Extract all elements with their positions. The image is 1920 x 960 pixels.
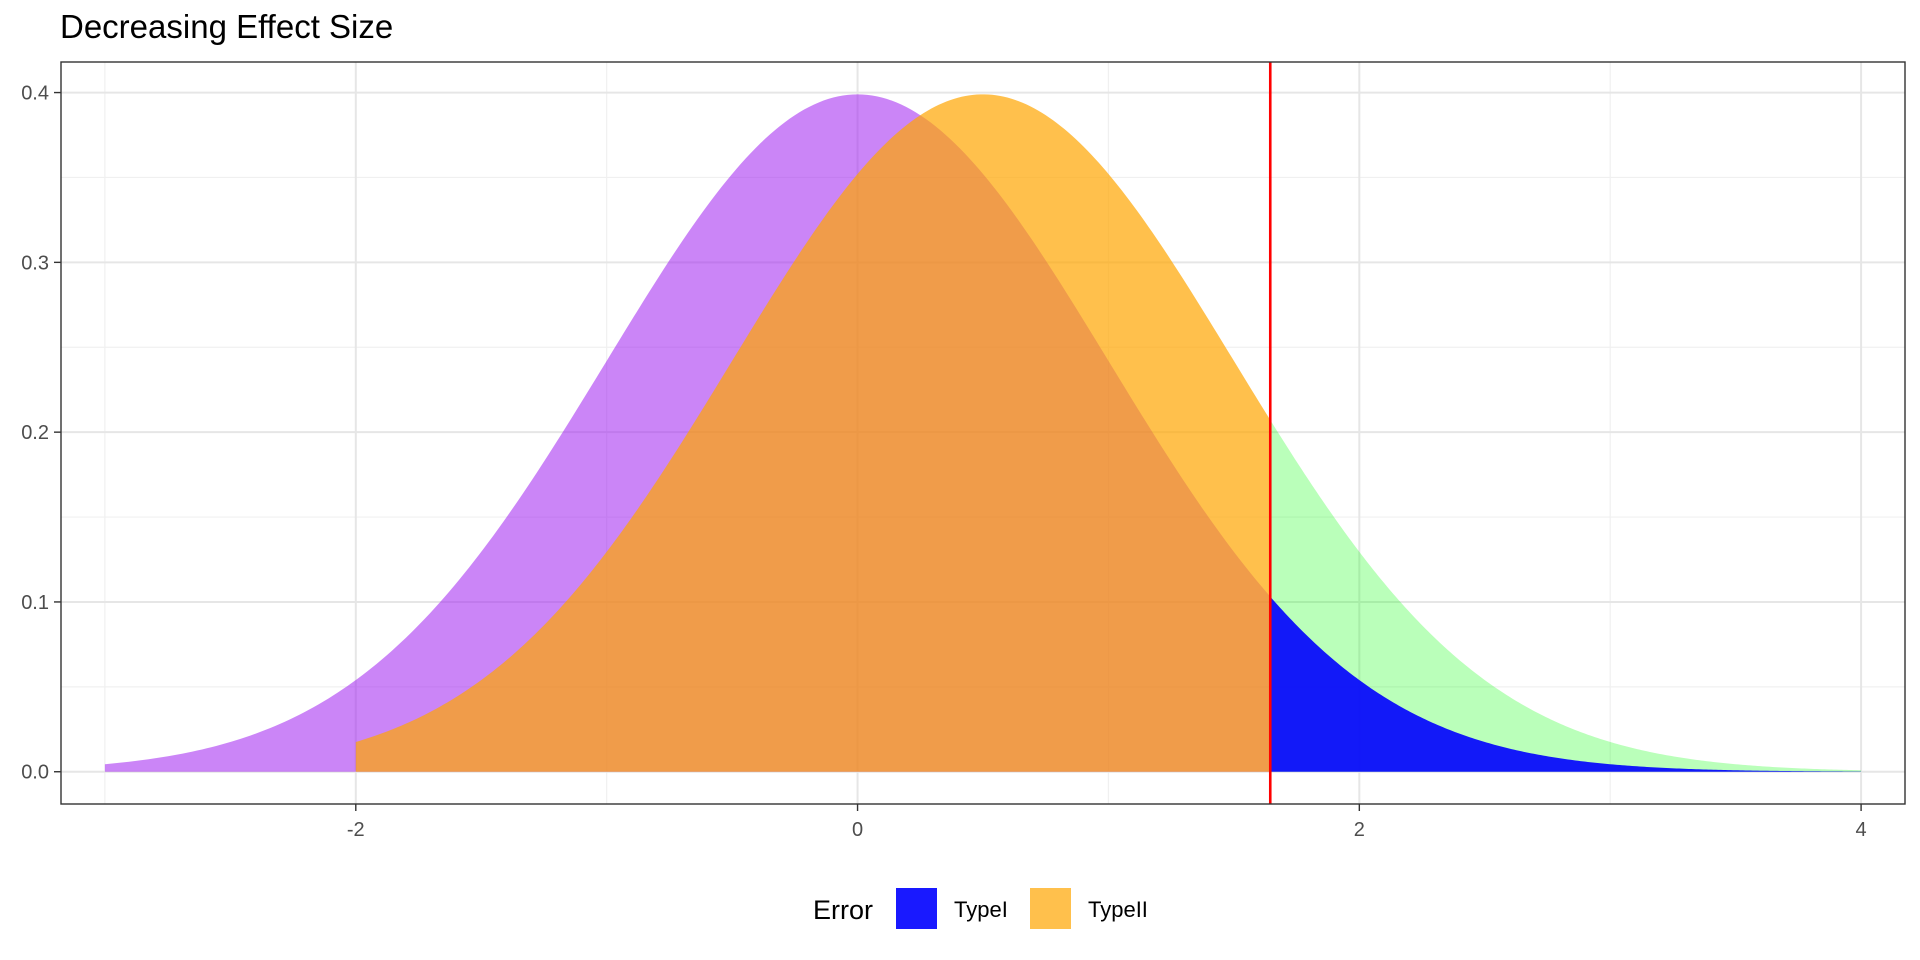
legend-title: Error [813,895,873,925]
alternative-distribution-area [355,94,1271,772]
x-tick-label: 0 [852,819,863,841]
distribution-areas [104,94,1862,772]
legend-key-typeii [1030,888,1071,929]
x-tick-label: -2 [347,819,365,841]
y-tick-label: 0.2 [21,422,49,444]
panel-border [60,61,1906,805]
y-axis: 0.0 0.1 0.2 0.3 0.4 [21,83,61,784]
alternative-tail-area [1270,420,1862,772]
y-tick-label: 0.4 [21,83,49,105]
y-tick-label: 0.0 [21,762,49,784]
x-axis: -2 0 2 4 [347,804,1867,841]
x-tick-label: 2 [1354,819,1365,841]
type-i-region-area [1270,596,1862,772]
x-tick-label: 4 [1856,819,1867,841]
chart-title: Decreasing Effect Size [60,8,393,45]
legend: Error TypeI TypeII [813,888,1148,929]
legend-key-typei [896,888,937,929]
y-tick-label: 0.1 [21,592,49,614]
legend-label-typei: TypeI [954,897,1008,922]
y-tick-label: 0.3 [21,252,49,274]
legend-label-typeii: TypeII [1088,897,1148,922]
